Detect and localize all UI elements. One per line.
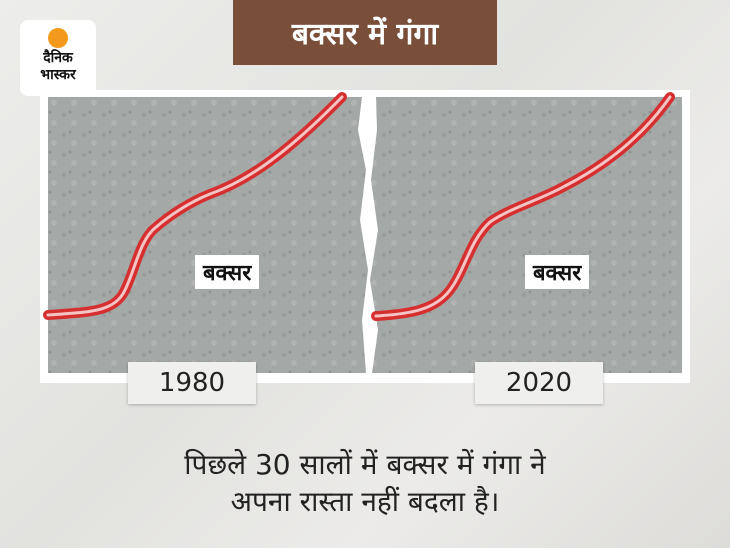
place-label: बक्सर — [195, 255, 260, 289]
logo-sun — [48, 28, 68, 48]
satellite-images — [43, 92, 682, 373]
year-label: 1980 — [128, 362, 256, 404]
logo: दैनिक भास्कर — [20, 20, 96, 96]
place-label: बक्सर — [525, 255, 590, 289]
photo-1980 — [48, 97, 368, 373]
logo-line: भास्कर — [40, 67, 76, 83]
caption-line: पिछले 30 सालों में बक्सर में गंगा ने — [184, 448, 546, 481]
caption-line: अपना रास्ता नहीं बदला है। — [230, 485, 500, 518]
photo-frame — [40, 90, 690, 383]
logo-line: दैनिक — [43, 50, 73, 66]
year-label: 2020 — [475, 362, 603, 404]
title: बक्सर में गंगा — [233, 0, 497, 65]
river-1980 — [43, 92, 347, 320]
river-2020 — [371, 92, 675, 321]
